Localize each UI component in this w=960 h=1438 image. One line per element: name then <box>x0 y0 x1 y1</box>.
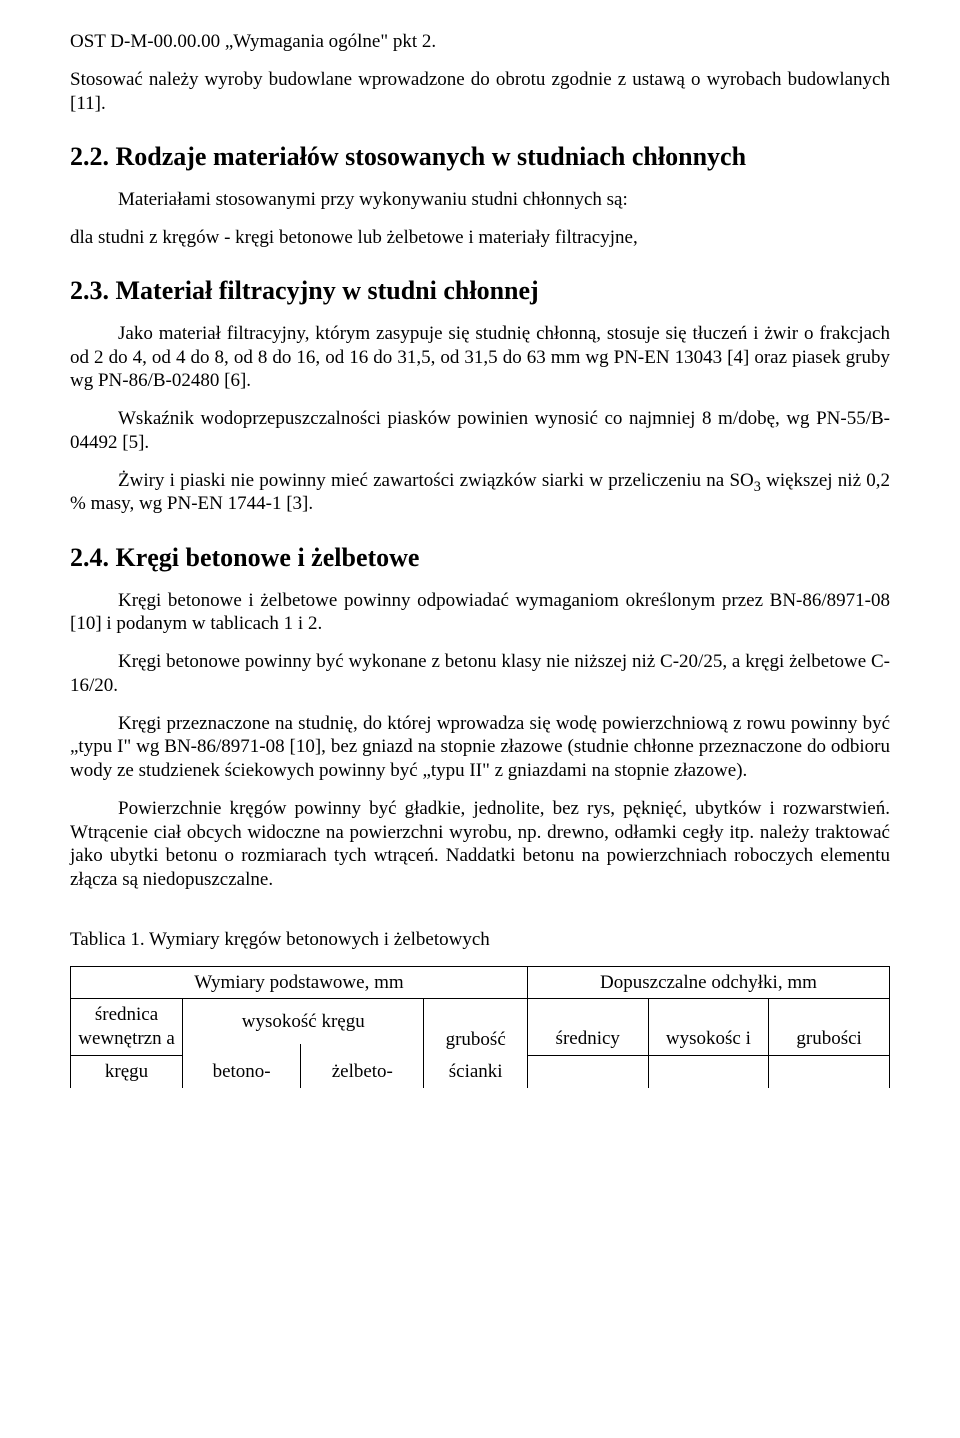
cell-betono: betono- <box>183 1055 301 1087</box>
cell-zelbeto: żelbeto- <box>301 1055 424 1087</box>
heading-2-4: 2.4. Kręgi betonowe i żelbetowe <box>70 542 890 575</box>
table-caption: Tablica 1. Wymiary kręgów betonowych i ż… <box>70 928 890 952</box>
paragraph-materials-intro: Materiałami stosowanymi przy wykonywaniu… <box>70 188 890 212</box>
paragraph-surfaces: Powierzchnie kręgów powinny być gładkie,… <box>70 797 890 892</box>
cell-scianki: ścianki <box>424 1055 527 1087</box>
table-row: kręgu betono- żelbeto- ścianki <box>71 1055 890 1087</box>
header-dims: Wymiary podstawowe, mm <box>71 966 528 999</box>
col-ring-height: wysokość kręgu <box>183 999 424 1044</box>
col-height-tol: wysokośc i <box>648 999 769 1056</box>
table-row: średnica wewnętrzn a wysokość kręgu grub… <box>71 999 890 1044</box>
paragraph-rings-req: Kręgi betonowe i żelbetowe powinny odpow… <box>70 589 890 637</box>
cell-kregu: kręgu <box>71 1055 183 1087</box>
paragraph-ost-ref: OST D-M-00.00.00 „Wymagania ogólne" pkt … <box>70 30 890 54</box>
cell-empty <box>648 1055 769 1087</box>
paragraph-type-i-ii: Kręgi przeznaczone na studnię, do której… <box>70 712 890 783</box>
text-sulfur-a: Żwiry i piaski nie powinny mieć zawartoś… <box>118 470 754 491</box>
paragraph-filter-material: Jako materiał filtracyjny, którym zasypu… <box>70 322 890 393</box>
cell-empty <box>769 1055 890 1087</box>
table-row: Wymiary podstawowe, mm Dopuszczalne odch… <box>71 966 890 999</box>
header-tolerances: Dopuszczalne odchyłki, mm <box>527 966 889 999</box>
paragraph-apply-products: Stosować należy wyroby budowlane wprowad… <box>70 68 890 116</box>
cell-empty <box>527 1055 648 1087</box>
col-inner-diameter: średnica wewnętrzn a <box>71 999 183 1056</box>
col-diameter-tol: średnicy <box>527 999 648 1056</box>
heading-2-2: 2.2. Rodzaje materiałów stosowanych w st… <box>70 141 890 174</box>
table-rings: Wymiary podstawowe, mm Dopuszczalne odch… <box>70 966 890 1088</box>
cell-empty <box>301 1044 424 1055</box>
page: OST D-M-00.00.00 „Wymagania ogólne" pkt … <box>0 0 960 1438</box>
cell-empty <box>183 1044 301 1055</box>
paragraph-concrete-class: Kręgi betonowe powinny być wykonane z be… <box>70 650 890 698</box>
col-thickness: grubość <box>424 999 527 1056</box>
col-thickness-tol: grubości <box>769 999 890 1056</box>
heading-2-3: 2.3. Materiał filtracyjny w studni chłon… <box>70 275 890 308</box>
paragraph-permeability: Wskaźnik wodoprzepuszczalności piasków p… <box>70 407 890 455</box>
list-item-rings: dla studni z kręgów - kręgi betonowe lub… <box>70 226 890 250</box>
paragraph-sulfur: Żwiry i piaski nie powinny mieć zawartoś… <box>70 469 890 517</box>
subscript-3: 3 <box>754 478 761 494</box>
